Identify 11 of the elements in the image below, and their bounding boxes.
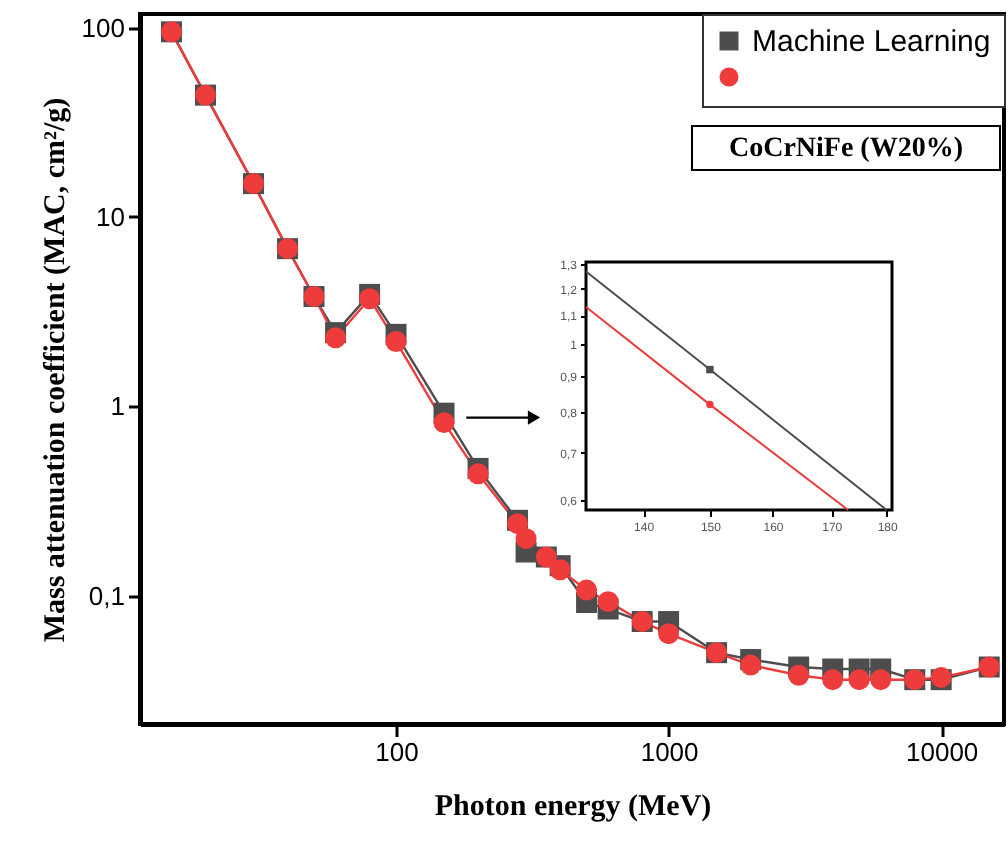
x-tick-label: 100: [375, 737, 419, 767]
x-tick-label: 10000: [906, 737, 979, 767]
x-tick-label: 1000: [640, 737, 699, 767]
y-tick-label: 0,1: [88, 580, 125, 611]
y-tick-label: 10: [96, 201, 125, 232]
x-axis-title: Photon energy (MeV): [434, 791, 712, 823]
y-axis-title: Mass attenuation coefficient (MAC, cm²/g): [39, 97, 72, 643]
legend-label: Machine Learning: [752, 25, 991, 59]
y-tick-label: 1: [110, 391, 125, 422]
annotation: CoCrNiFe (W20%): [728, 134, 964, 164]
y-tick-label: 100: [81, 12, 125, 43]
